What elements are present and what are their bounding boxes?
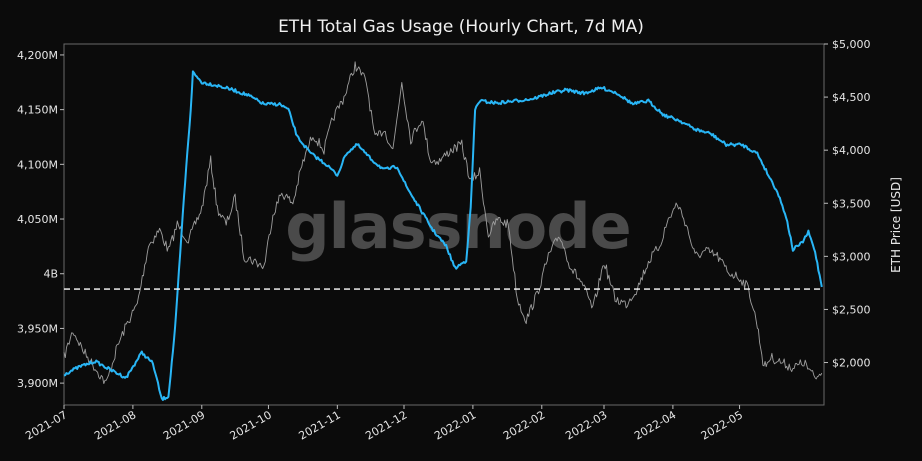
left-tick-label: 4,050M — [17, 213, 58, 226]
right-tick-label: $4,500 — [832, 91, 871, 104]
right-tick-label: $3,500 — [832, 197, 871, 210]
left-tick-label: 4,100M — [17, 158, 58, 171]
left-axis-ticks: 3,900M 3,950M 4B 4,050M 4,100M 4,150M 4,200M — [17, 49, 64, 390]
glassnode-watermark: glassnode — [285, 190, 630, 263]
left-tick-label: 3,900M — [17, 377, 58, 390]
left-tick-label: 4,200M — [17, 49, 58, 62]
right-axis-ticks: $2,000 $2,500 $3,000 $3,500 $4,000 $4,500 $5,0… — [824, 38, 871, 370]
gas-usage-line — [63, 70, 823, 401]
eth-price-line — [63, 61, 823, 385]
right-tick-label: $2,500 — [832, 303, 871, 316]
left-tick-label: 3,950M — [17, 322, 58, 335]
right-tick-label: $3,000 — [832, 250, 871, 263]
left-tick-label: 4,150M — [17, 104, 58, 117]
right-tick-label: $5,000 — [832, 38, 871, 51]
series-layer — [63, 61, 824, 401]
chart-title: ETH Total Gas Usage (Hourly Chart, 7d MA… — [278, 17, 644, 37]
right-axis-label: ETH Price [USD] — [889, 177, 903, 273]
right-tick-label: $4,000 — [832, 144, 871, 157]
left-tick-label: 4B — [43, 268, 58, 281]
right-tick-label: $2,000 — [832, 357, 871, 370]
plot-frame — [63, 43, 825, 406]
